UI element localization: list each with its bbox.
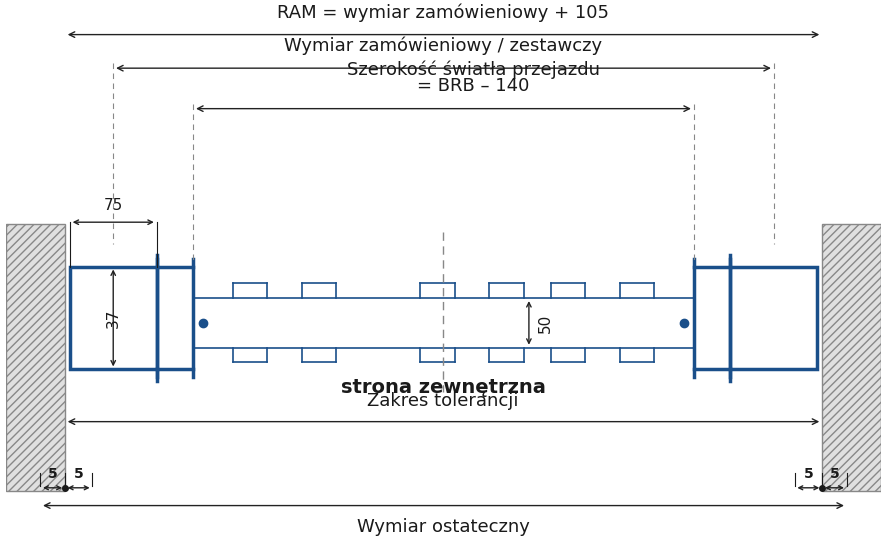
Text: 5: 5 xyxy=(828,467,838,481)
Text: RAM = wymiar zamówieniowy + 105: RAM = wymiar zamówieniowy + 105 xyxy=(277,3,609,22)
Text: 50: 50 xyxy=(537,314,552,333)
Text: 75: 75 xyxy=(104,199,123,213)
Bar xyxy=(729,267,816,369)
Bar xyxy=(821,224,881,491)
Text: 37: 37 xyxy=(105,309,120,328)
Bar xyxy=(5,224,65,491)
Text: strona zewnętrzna: strona zewnętrzna xyxy=(340,378,545,397)
Text: Wymiar ostateczny: Wymiar ostateczny xyxy=(357,519,529,536)
Text: 5: 5 xyxy=(48,467,58,481)
Text: 5: 5 xyxy=(803,467,812,481)
Text: 5: 5 xyxy=(74,467,83,481)
Text: Wymiar zamówieniowy / zestawczy: Wymiar zamówieniowy / zestawczy xyxy=(284,37,602,56)
Bar xyxy=(70,267,157,369)
Text: Zakres tolerancji: Zakres tolerancji xyxy=(367,392,518,410)
Text: = BRB – 140: = BRB – 140 xyxy=(416,77,529,95)
Text: Szerokość światła przejazdu: Szerokość światła przejazdu xyxy=(346,60,599,79)
